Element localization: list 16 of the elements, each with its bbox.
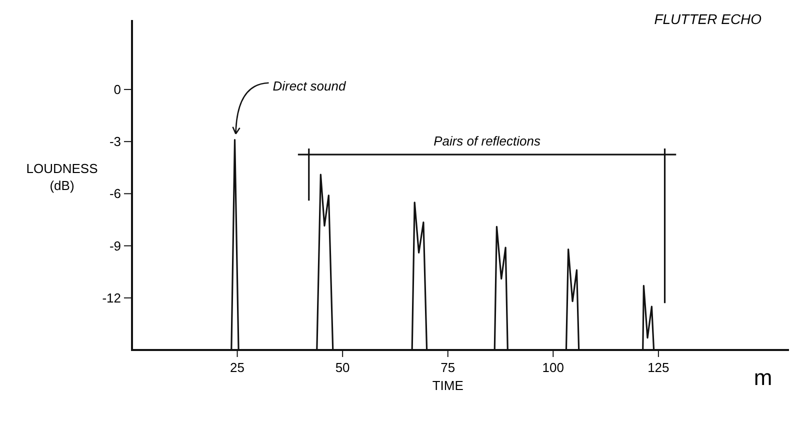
annotation: Pairs of reflections [434, 134, 541, 149]
y-tick-label: -12 [102, 290, 121, 306]
chart-title: FLUTTER ECHO [654, 11, 762, 27]
x-tick-label: 50 [335, 360, 350, 375]
text: m [754, 365, 772, 390]
annotation: Direct sound [272, 78, 347, 94]
y-tick-label: -9 [109, 238, 121, 254]
y-axis-title: LOUDNESS (dB) [26, 160, 98, 193]
y-tick-label: -3 [109, 134, 121, 150]
y-tick-label: -6 [109, 186, 121, 202]
x-tick-label: 25 [230, 360, 245, 375]
y-tick-label: 0 [114, 82, 121, 98]
x-tick-label: 75 [440, 360, 456, 375]
x-tick-label: 125 [648, 360, 670, 375]
x-axis-title: TIME [432, 378, 464, 393]
x-tick-label: 100 [542, 360, 564, 375]
